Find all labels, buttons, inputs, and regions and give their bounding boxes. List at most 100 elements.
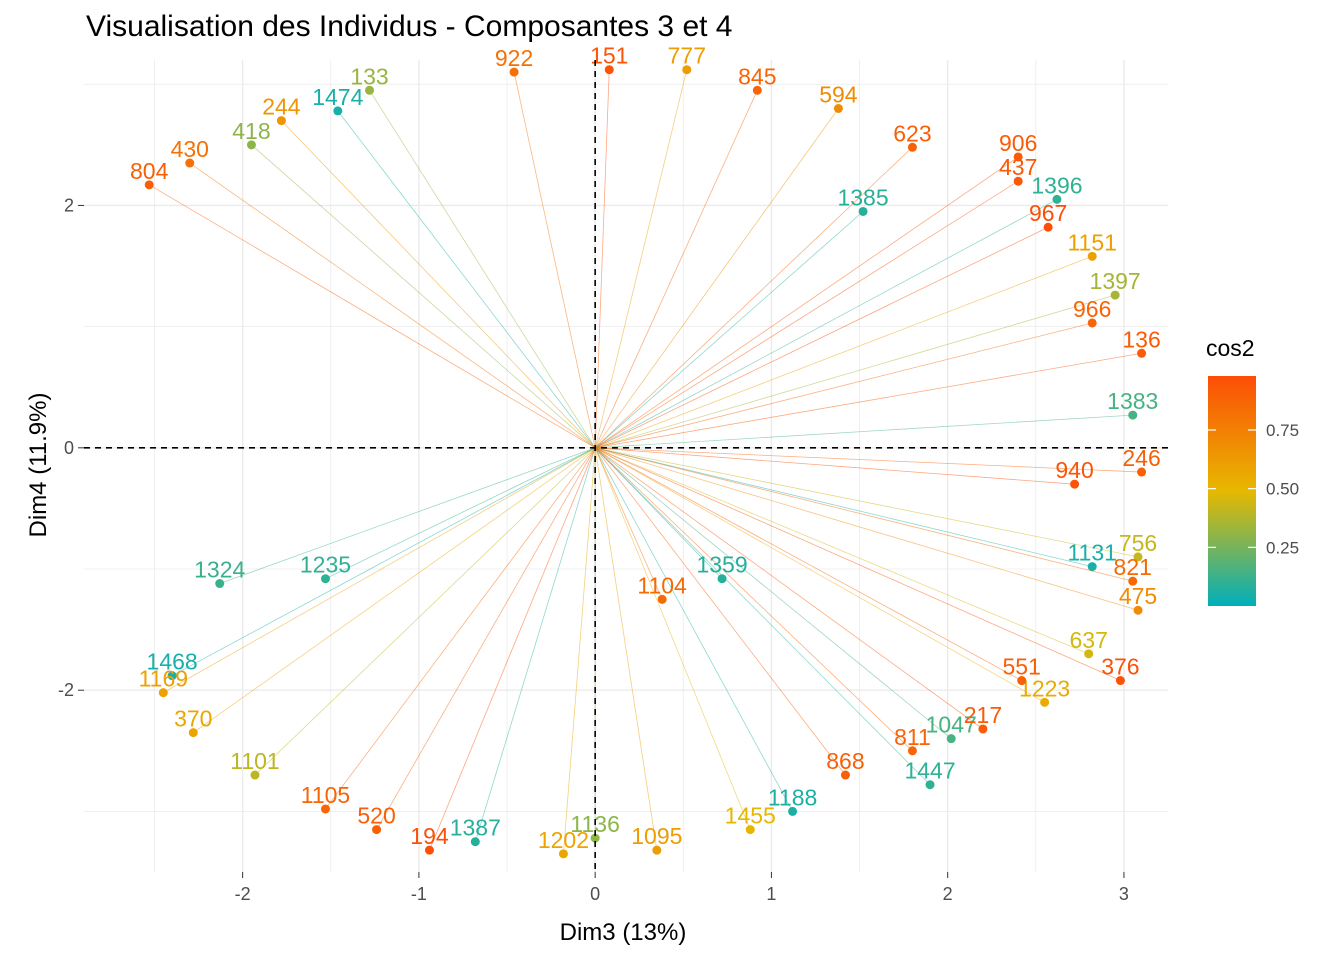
point-label: 520	[357, 803, 395, 829]
point-label: 151	[590, 43, 628, 69]
point-label: 1387	[450, 815, 501, 841]
point-ray	[594, 226, 1049, 449]
point-ray	[594, 447, 846, 776]
data-point	[682, 65, 692, 75]
point-ray	[594, 447, 1022, 681]
data-point	[858, 206, 868, 216]
point-ray	[595, 447, 1133, 582]
data-point	[333, 106, 343, 116]
point-label: 430	[171, 136, 209, 162]
point-ray	[595, 352, 1142, 449]
point-label: 1455	[725, 803, 776, 829]
point-ray	[594, 180, 1019, 449]
point-ray	[595, 447, 1075, 485]
data-point	[1013, 152, 1023, 162]
point-label: 1223	[1019, 675, 1070, 701]
point-ray	[594, 199, 1058, 449]
data-point	[1133, 552, 1143, 562]
data-point	[752, 85, 762, 95]
data-point	[907, 142, 917, 152]
data-point	[1128, 576, 1138, 586]
point-label: 136	[1122, 326, 1160, 352]
data-point	[250, 770, 260, 780]
point-ray	[595, 322, 1093, 449]
point-label: 217	[964, 702, 1002, 728]
data-point	[590, 833, 600, 843]
data-point	[1137, 348, 1147, 358]
point-ray	[594, 447, 793, 812]
y-tick-label: 2	[64, 195, 74, 215]
point-ray	[325, 447, 596, 580]
point-label: 1447	[904, 758, 955, 784]
data-point	[604, 65, 614, 75]
point-ray	[325, 447, 596, 810]
data-point	[1040, 697, 1050, 707]
data-point	[1043, 222, 1053, 232]
point-ray	[595, 414, 1133, 449]
point-label: 756	[1119, 530, 1157, 556]
data-point	[1133, 605, 1143, 615]
data-point	[978, 724, 988, 734]
point-ray	[594, 69, 610, 448]
data-point	[657, 594, 667, 604]
point-ray	[163, 447, 596, 693]
point-label: 475	[1119, 583, 1157, 609]
data-point	[276, 116, 286, 126]
point-label: 370	[174, 706, 212, 732]
point-label: 623	[893, 120, 931, 146]
point-label: 1359	[696, 552, 747, 578]
data-point	[946, 734, 956, 744]
point-ray	[281, 120, 596, 449]
data-point	[925, 780, 935, 790]
point-ray	[594, 447, 663, 600]
legend-tick-label: 0.25	[1266, 538, 1299, 557]
point-label: 1151	[1067, 229, 1116, 255]
point-label: 551	[1003, 654, 1041, 680]
point-label: 1474	[312, 84, 363, 110]
point-ray	[595, 447, 1089, 655]
point-ray	[594, 447, 751, 830]
data-point	[1128, 410, 1138, 420]
point-ray	[594, 69, 688, 448]
point-ray	[193, 447, 596, 733]
point-label: 811	[894, 724, 931, 750]
point-ray	[513, 72, 596, 448]
point-label: 804	[130, 158, 169, 184]
point-label: 1383	[1107, 388, 1158, 414]
x-tick-label: 0	[590, 884, 600, 904]
point-label: 868	[826, 748, 864, 774]
point-label: 1235	[300, 552, 351, 578]
tick-labels: -2 -1 0 1 2 3 -2 0 2	[58, 195, 1129, 904]
point-ray	[594, 447, 1121, 681]
point-label: 376	[1101, 654, 1139, 680]
point-ray	[594, 447, 952, 739]
data-point	[1087, 251, 1097, 261]
point-label: 777	[668, 43, 706, 69]
point-label: 637	[1069, 627, 1107, 653]
data-point	[144, 180, 154, 190]
point-ray	[594, 156, 1019, 449]
point-ray	[337, 110, 596, 449]
point-label: 821	[1114, 554, 1152, 580]
point-ray	[594, 447, 1045, 703]
point-label: 418	[232, 118, 270, 144]
legend-tick-label: 0.75	[1266, 421, 1299, 440]
y-axis-title: Dim4 (11.9%)	[25, 393, 52, 538]
point-label: 194	[410, 823, 449, 849]
data-point	[1013, 176, 1023, 186]
data-point	[1084, 649, 1094, 659]
data-point	[1115, 676, 1125, 686]
point-label: 967	[1029, 200, 1067, 226]
data-point	[424, 845, 434, 855]
x-tick-label: 3	[1119, 884, 1129, 904]
data-point	[1070, 479, 1080, 489]
point-ray	[369, 90, 596, 449]
point-label: 1202	[538, 827, 589, 853]
point-label: 906	[999, 130, 1037, 156]
point-ray	[171, 447, 596, 677]
point-ray	[219, 447, 596, 584]
data-point	[1087, 318, 1097, 328]
point-ray	[594, 146, 913, 449]
point-label: 940	[1055, 457, 1093, 483]
